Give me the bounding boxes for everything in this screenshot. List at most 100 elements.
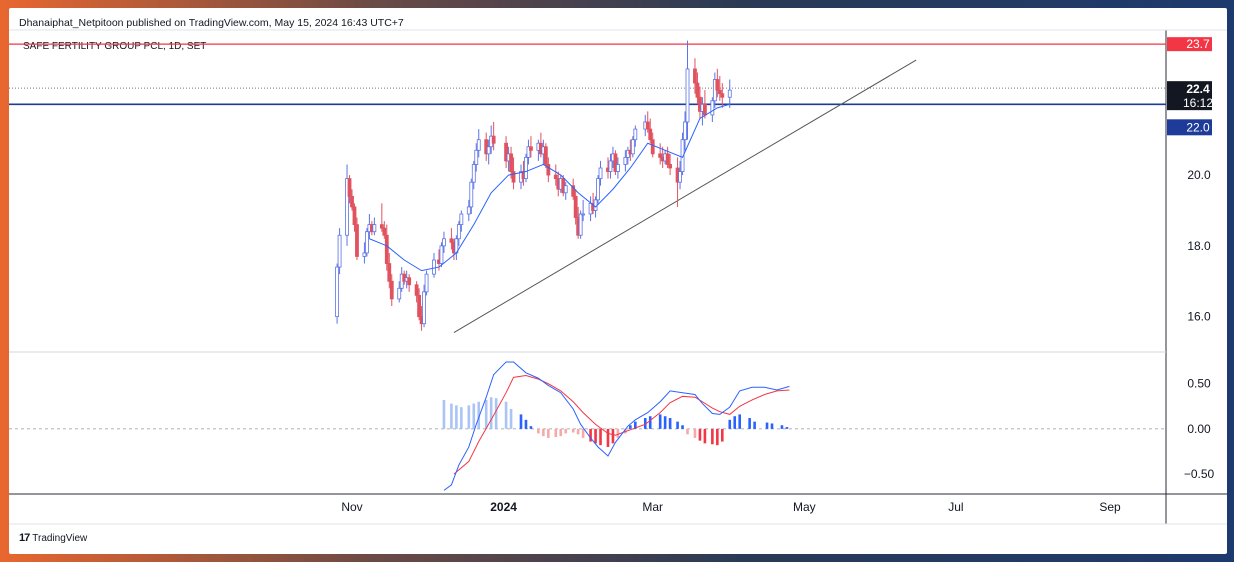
candle-down — [389, 280, 394, 300]
candle-down — [379, 224, 384, 229]
candle-up — [397, 287, 402, 300]
footer: 17 TradingView — [19, 532, 87, 544]
macd-histogram-bar — [599, 428, 602, 446]
macd-histogram-bar — [693, 428, 697, 438]
macd-histogram-bar — [594, 428, 597, 444]
macd-histogram-bar — [738, 414, 741, 429]
support-label: 22.0 — [1186, 120, 1210, 134]
candle-up — [469, 181, 474, 208]
price-tick-label: 20.0 — [1187, 168, 1211, 182]
time-tick-label: 2024 — [490, 500, 517, 514]
candle-up — [362, 252, 367, 257]
resistance-label: 23.7 — [1186, 37, 1210, 51]
macd-histogram-bar — [663, 416, 667, 429]
candle-down — [693, 68, 697, 84]
macd-histogram-bar — [519, 414, 523, 429]
macd-histogram-bar — [509, 408, 513, 429]
candle-up — [608, 160, 613, 172]
candle-up — [524, 156, 528, 180]
candle-up — [424, 273, 429, 293]
macd-histogram-bar — [698, 428, 702, 441]
macd-histogram-bar — [765, 422, 769, 429]
macd-histogram-bar — [450, 403, 453, 429]
candle-down — [350, 195, 354, 208]
candle-down — [703, 103, 707, 116]
candle-up — [578, 213, 583, 236]
price-tick-label: 16.0 — [1187, 310, 1211, 324]
candle-up — [442, 238, 446, 247]
macd-histogram-bar — [529, 426, 533, 429]
macd-histogram-bar — [489, 397, 493, 429]
countdown-label: 16:12 — [1183, 96, 1213, 110]
candle-down — [650, 139, 655, 155]
candle-down — [511, 171, 516, 183]
macd-histogram-bar — [686, 428, 689, 435]
macd-line — [443, 361, 790, 491]
candle-down — [509, 153, 513, 172]
candle-up — [439, 245, 444, 264]
candle-up — [623, 156, 628, 165]
time-tick-label: Sep — [1099, 500, 1121, 514]
macd-histogram-bar — [721, 428, 724, 442]
candle-up — [365, 231, 369, 254]
macd-histogram-bar — [571, 428, 575, 433]
macd-histogram-bar — [467, 405, 471, 429]
macd-histogram-bar — [785, 427, 789, 429]
candle-up — [683, 121, 687, 141]
candle-down — [355, 224, 359, 257]
macd-histogram-bar — [547, 428, 550, 438]
candle-up — [486, 146, 491, 155]
macd-histogram-bar — [748, 418, 751, 429]
macd-histogram-bar — [733, 416, 737, 429]
macd-histogram-bar — [611, 428, 615, 444]
macd-histogram-bar — [770, 423, 774, 429]
macd-histogram-bar — [537, 428, 540, 434]
candle-up — [459, 213, 464, 226]
moving-average-line — [369, 103, 730, 272]
macd-histogram-bar — [780, 425, 784, 429]
macd-tick-label: 0.50 — [1187, 377, 1211, 391]
time-tick-label: Jul — [948, 500, 963, 514]
candle-up — [456, 224, 461, 240]
macd-histogram-bar — [629, 425, 632, 429]
footer-brand[interactable]: TradingView — [32, 532, 88, 544]
candle-up — [678, 171, 682, 183]
macd-histogram-group — [442, 397, 789, 447]
macd-histogram-bar — [643, 418, 647, 429]
candle-down — [613, 153, 618, 172]
macd-tick-label: 0.00 — [1187, 422, 1211, 436]
candle-down — [546, 164, 551, 176]
macd-tick-label: −0.50 — [1184, 467, 1215, 481]
candle-down — [387, 263, 392, 282]
macd-histogram-bar — [711, 428, 714, 445]
macd-signal-line — [453, 375, 790, 475]
macd-histogram-bar — [442, 399, 446, 429]
candle-down — [407, 277, 412, 286]
candle-up — [474, 149, 479, 165]
candles-group — [335, 40, 732, 331]
macd-histogram-bar — [676, 421, 679, 429]
candle-up — [710, 100, 715, 116]
chart-card: Dhanaiphat_Netpitoon published on Tradin… — [9, 8, 1227, 554]
candle-up — [372, 224, 377, 233]
chart-canvas[interactable]: SAFE FERTILITY GROUP PCL, 1D, SETTHB16.0… — [9, 8, 1227, 554]
candle-down — [491, 135, 496, 144]
candle-up — [727, 89, 732, 98]
macd-histogram-bar — [484, 399, 488, 429]
candle-down — [717, 89, 722, 95]
macd-histogram-bar — [460, 407, 463, 429]
candle-up — [422, 291, 426, 325]
tradingview-logo-icon: 17 — [19, 532, 30, 544]
candle-down — [645, 121, 650, 130]
candle-down — [347, 178, 352, 197]
macd-histogram-bar — [477, 401, 481, 429]
macd-histogram-bar — [648, 416, 652, 429]
candle-up — [432, 259, 436, 275]
candle-up — [476, 139, 481, 151]
macd-histogram-bar — [504, 401, 508, 429]
candle-up — [616, 164, 620, 172]
candle-up — [680, 139, 685, 172]
candle-down — [543, 146, 548, 165]
chart-title: SAFE FERTILITY GROUP PCL, 1D, SET — [23, 41, 206, 52]
candle-down — [571, 185, 576, 197]
